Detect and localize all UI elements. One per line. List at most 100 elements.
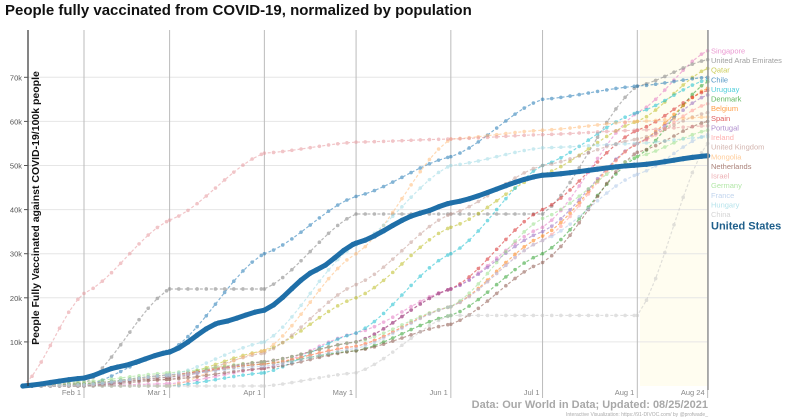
data-point	[146, 384, 150, 388]
data-point	[363, 192, 368, 196]
data-point	[522, 244, 527, 249]
data-point	[290, 333, 294, 338]
data-point	[335, 266, 340, 271]
data-point	[400, 175, 404, 180]
data-point	[635, 119, 640, 124]
data-point	[635, 313, 640, 318]
data-point	[467, 238, 471, 243]
us-data-point	[662, 159, 668, 165]
data-point	[241, 384, 245, 388]
data-point	[635, 128, 640, 133]
data-point	[549, 245, 554, 250]
data-point	[504, 152, 508, 157]
data-point	[540, 97, 545, 102]
data-point	[271, 346, 276, 351]
data-point	[577, 144, 582, 149]
data-point	[513, 313, 517, 318]
data-point	[118, 369, 123, 374]
data-point	[531, 128, 536, 133]
data-point	[458, 209, 462, 213]
data-point	[241, 163, 245, 167]
data-point	[623, 142, 627, 146]
data-point	[604, 88, 609, 92]
data-point	[699, 121, 704, 125]
data-point	[363, 244, 368, 249]
data-point	[623, 120, 627, 124]
data-point	[335, 343, 340, 347]
data-point	[271, 358, 276, 363]
data-point	[467, 212, 471, 216]
data-point	[308, 316, 313, 321]
data-point	[476, 287, 481, 292]
data-point	[513, 244, 517, 249]
data-point	[568, 180, 572, 185]
data-point	[467, 204, 471, 209]
data-point	[522, 234, 527, 239]
data-point	[317, 308, 322, 313]
data-point	[549, 132, 554, 137]
data-point	[164, 373, 169, 377]
data-point	[699, 69, 704, 74]
data-point	[485, 313, 490, 318]
data-point	[604, 134, 609, 139]
data-point	[540, 251, 545, 256]
data-point	[109, 355, 114, 359]
data-point	[595, 135, 600, 140]
data-point	[522, 261, 527, 265]
data-point	[48, 343, 53, 348]
data-point	[494, 212, 499, 216]
credit-link[interactable]: Interactive Visualization: https://91-DI…	[566, 412, 708, 418]
data-point	[155, 296, 160, 301]
data-point	[317, 375, 322, 380]
data-point	[299, 357, 303, 362]
data-point	[280, 382, 285, 386]
series-label: Ireland	[711, 133, 734, 142]
us-data-point	[194, 332, 200, 338]
data-point	[213, 372, 218, 376]
data-point	[476, 211, 481, 216]
data-point	[476, 313, 481, 318]
data-point	[540, 313, 545, 318]
data-point	[409, 318, 413, 323]
series-label: Israel	[711, 172, 730, 181]
data-point	[400, 138, 404, 143]
us-data-point	[115, 364, 121, 370]
data-point	[372, 324, 377, 329]
data-point	[436, 308, 441, 313]
data-point	[672, 123, 676, 127]
data-point	[699, 95, 704, 100]
data-point	[653, 118, 658, 123]
data-point	[400, 248, 404, 253]
data-point	[644, 169, 649, 173]
data-point	[390, 214, 395, 219]
data-point	[409, 183, 413, 187]
data-point	[363, 140, 368, 144]
data-point	[250, 384, 254, 388]
data-point	[522, 230, 527, 234]
data-point	[513, 276, 517, 281]
data-point	[259, 287, 264, 291]
data-point	[262, 287, 267, 291]
data-point	[231, 384, 236, 388]
data-point	[146, 378, 150, 383]
data-point	[66, 384, 71, 388]
data-point	[354, 140, 358, 144]
data-point	[494, 198, 499, 203]
data-point	[467, 291, 471, 296]
us-data-point	[29, 382, 35, 388]
data-point	[118, 378, 123, 383]
data-point	[213, 368, 218, 373]
us-data-point	[576, 168, 582, 175]
data-point	[354, 331, 358, 335]
data-point	[259, 360, 264, 364]
data-point	[485, 271, 490, 276]
data-point	[250, 360, 254, 365]
data-point	[690, 115, 695, 120]
data-point	[559, 132, 563, 136]
data-point	[290, 237, 294, 241]
data-point	[672, 79, 676, 84]
data-point	[604, 122, 609, 126]
data-point	[30, 374, 34, 379]
data-point	[381, 336, 386, 340]
data-point	[137, 376, 141, 380]
